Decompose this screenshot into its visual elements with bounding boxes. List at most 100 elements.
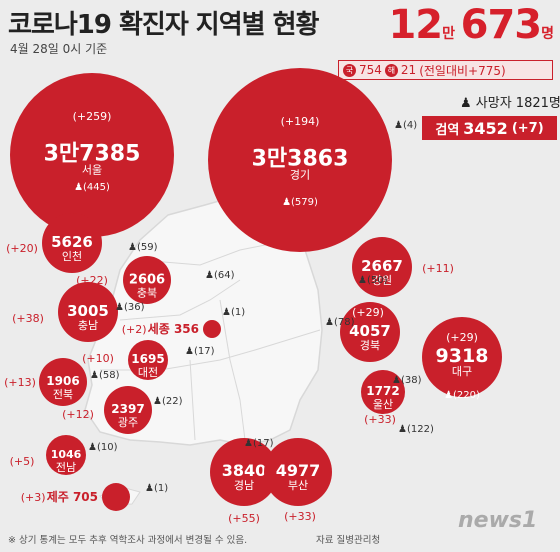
region-deaths: ♟(1): [222, 307, 245, 318]
news1-logo: news1: [458, 508, 538, 533]
quarantine-box: 검역 3452 (+7): [422, 116, 557, 140]
quarantine-deaths-value: (4): [402, 120, 418, 131]
region-name: 광주: [118, 416, 138, 429]
region-deaths: ♟(50): [358, 275, 388, 286]
region-value: 1906: [46, 374, 79, 388]
region-change: (+55): [228, 512, 260, 525]
death-total: ♟ 사망자 1821명: [460, 92, 560, 111]
region-change: (+29): [352, 306, 384, 319]
region-name: 인천: [62, 249, 82, 263]
case-breakdown: 국 754 해 21 (전일대비+775): [338, 60, 553, 80]
region-value: 3만3863: [252, 147, 349, 172]
region-bubble: [46, 435, 86, 475]
region-label: 제주 705: [47, 490, 98, 504]
region-deaths: ♟(38): [392, 375, 422, 386]
region-value: 1046: [51, 448, 82, 461]
region-bubble: [352, 237, 412, 297]
region-name: 전남: [56, 461, 76, 474]
region-deaths: ♟(17): [244, 438, 274, 449]
region-deaths: ♟(10): [88, 442, 118, 453]
region-제주: 제주 705(+3) ♟(1): [21, 483, 168, 511]
region-deaths: ♟(64): [205, 270, 235, 281]
region-name: 대전: [138, 366, 158, 379]
quarantine-change: (+7): [511, 120, 544, 136]
region-name: 대구: [452, 365, 472, 378]
region-value: 1772: [366, 384, 399, 398]
region-name: 전북: [53, 388, 73, 401]
region-name: 서울: [82, 164, 102, 177]
region-deaths: ♟(445): [74, 182, 110, 193]
death-total-text: 사망자 1821명: [475, 96, 560, 111]
region-value: 2606: [129, 272, 165, 287]
region-value: 4057: [349, 322, 391, 340]
region-bubble: [340, 302, 400, 362]
region-bubble: [104, 386, 152, 434]
region-change: (+33): [364, 413, 396, 426]
region-value: 1695: [131, 352, 164, 366]
region-value: 2667: [361, 257, 403, 275]
total-man: 12: [388, 2, 443, 48]
region-deaths: ♟(17): [185, 346, 215, 357]
quarantine-value: 3452: [463, 118, 508, 138]
region-value: 3840: [222, 461, 267, 480]
region-change: (+259): [73, 110, 112, 123]
region-change: (+2): [122, 323, 147, 336]
region-name: 충남: [78, 319, 98, 332]
region-bubble: [58, 282, 118, 342]
region-bubble: [102, 483, 130, 511]
person-icon: ♟: [460, 96, 472, 111]
region-name: 경남: [234, 479, 254, 492]
region-change: (+33): [284, 510, 316, 523]
region-value: 3005: [67, 302, 109, 320]
domestic-count: 754: [359, 63, 382, 77]
region-bubble: [264, 438, 332, 506]
region-deaths: ♟(220): [444, 390, 480, 401]
region-change: (+13): [4, 376, 36, 389]
region-bubble: [203, 320, 221, 338]
daily-change: (전일대비+775): [419, 63, 506, 78]
region-deaths: ♟(1): [145, 483, 168, 494]
region-value: 2397: [111, 402, 144, 416]
person-icon: ♟: [394, 120, 403, 131]
region-name: 강원: [372, 274, 392, 287]
date-subtitle: 4월 28일 0시 기준: [10, 42, 108, 56]
footnote: ※ 상기 통계는 모두 추후 역학조사 과정에서 변경될 수 있음.: [8, 535, 248, 546]
region-value: 9318: [436, 345, 489, 367]
overseas-mark: 해: [384, 63, 398, 77]
region-bubble: [422, 317, 502, 397]
region-name: 경기: [290, 169, 310, 182]
page-title: 코로나19 확진자 지역별 현황: [8, 10, 319, 40]
region-value: 5626: [51, 233, 93, 251]
region-deaths: ♟(22): [153, 396, 183, 407]
region-label: 세종 356: [148, 321, 199, 336]
domestic-mark: 국: [343, 63, 356, 77]
region-deaths: ♟(59): [128, 242, 158, 253]
total-unit-man: 만: [442, 26, 456, 42]
region-deaths: ♟(36): [115, 302, 145, 313]
region-bubble: [208, 68, 392, 252]
region-change: (+11): [422, 262, 454, 275]
region-deaths: ♟(78): [325, 317, 355, 328]
source-credit: 자료 질병관리청: [316, 535, 381, 546]
region-value: 4977: [276, 461, 321, 480]
region-change: (+38): [12, 312, 44, 325]
total-rest: 673: [460, 2, 542, 48]
region-change: (+10): [82, 352, 114, 365]
region-name: 경북: [360, 339, 380, 352]
quarantine-label: 검역: [435, 122, 460, 138]
overseas-count: 21: [400, 63, 417, 77]
region-change: (+20): [6, 242, 38, 255]
region-bubble: [361, 370, 405, 414]
region-change: (+3): [21, 491, 46, 504]
region-bubble: [10, 73, 174, 237]
